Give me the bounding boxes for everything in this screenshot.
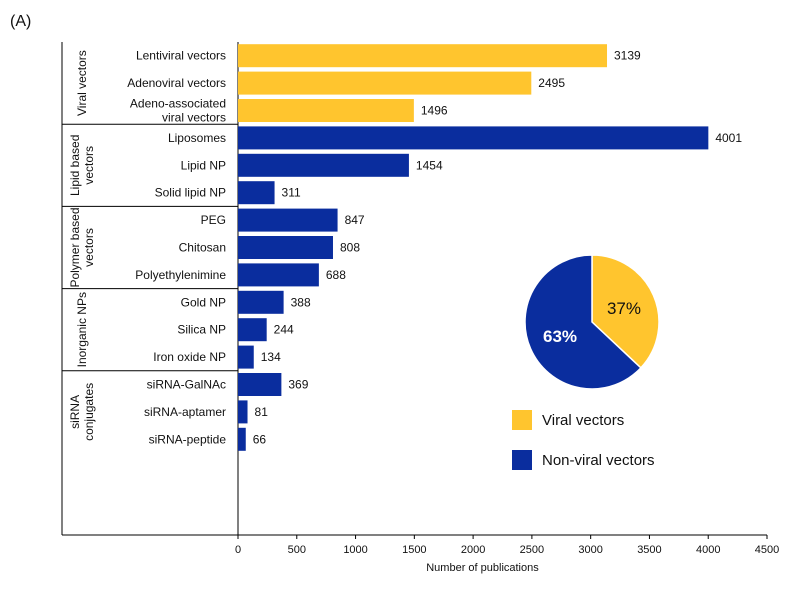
category-label: siRNA-peptide [149, 432, 227, 446]
bar-gold-np [238, 290, 284, 314]
value-label: 3139 [614, 49, 641, 63]
pie-slice-non-viral-vectors [524, 254, 642, 390]
value-label: 66 [253, 432, 267, 446]
x-tick-label: 1000 [343, 544, 367, 556]
group-label: Polymer basedvectors [68, 207, 96, 287]
category-label: siRNA-GalNAc [147, 378, 226, 392]
legend-swatch-viral-vectors [512, 410, 532, 430]
category-label: Solid lipid NP [155, 186, 226, 200]
x-tick-label: 3500 [637, 544, 661, 556]
pie-chart: 37% 63% [524, 254, 660, 390]
value-label: 2495 [538, 76, 565, 90]
pie-slice-label: 37% [607, 299, 641, 318]
x-tick-label: 4500 [755, 544, 779, 556]
category-label: Chitosan [179, 241, 226, 255]
bar-lipid-np [238, 153, 409, 177]
category-label: Gold NP [181, 295, 226, 309]
x-tick-label: 500 [288, 544, 306, 556]
legend-label: Non-viral vectors [542, 452, 655, 469]
category-label: Adeno-associated viral vectors [130, 97, 226, 125]
category-label: Lentiviral vectors [136, 49, 226, 63]
bar-lentiviral-vectors [238, 44, 608, 68]
pie-slice-viral-vectors [591, 254, 660, 369]
value-label: 311 [282, 186, 301, 200]
group-label: Viral vectors [75, 50, 89, 116]
value-label: 81 [255, 405, 269, 419]
category-label: siRNA-aptamer [144, 405, 226, 419]
bar-polyethylenimine [238, 263, 319, 287]
category-label: Iron oxide NP [153, 350, 226, 364]
bar-peg [238, 208, 338, 232]
x-tick-label: 0 [235, 544, 241, 556]
bar-adenoviral-vectors [238, 71, 532, 95]
category-label: Polyethylenimine [135, 268, 226, 282]
category-label: PEG [201, 213, 226, 227]
value-label: 4001 [715, 131, 742, 145]
group-lipid-based-vectors: Lipid basedvectors Liposomes 4001 Lipid NP 1… [62, 123, 742, 205]
category-label: Adenoviral vectors [127, 76, 226, 90]
value-label: 688 [326, 268, 346, 282]
group-viral-vectors: Viral vectors Lentiviral vectors 3139 Adeno… [75, 44, 641, 125]
panel-label: (A) [10, 13, 31, 30]
group-inorganic-nps: Inorganic NPs Gold NP 388 Silica NP 244 Iron … [62, 288, 311, 369]
group-sirna-conjugates: siRNAconjugates siRNA-GalNAc 369 siRNA-apta… [62, 370, 309, 451]
category-label: Silica NP [177, 323, 226, 337]
value-label: 369 [288, 378, 308, 392]
value-label: 134 [261, 350, 281, 364]
pie-slice-label: 63% [543, 327, 577, 346]
group-label: Inorganic NPs [75, 292, 89, 367]
x-tick-label: 2500 [520, 544, 544, 556]
legend: Viral vectors Non-viral vectors [512, 410, 655, 470]
group-label: Lipid basedvectors [68, 135, 96, 196]
x-tick-label: 4000 [696, 544, 720, 556]
value-label: 388 [291, 295, 311, 309]
value-label: 1454 [416, 158, 443, 172]
bar-sirna-peptide [238, 427, 246, 451]
value-label: 808 [340, 241, 360, 255]
group-label: siRNAconjugates [68, 383, 96, 441]
x-axis-title: Number of publications [426, 562, 539, 574]
bar-adeno-associated-viral-vectors [238, 99, 414, 122]
bar-iron-oxide-np [238, 345, 254, 369]
bar-sirna-galnac [238, 373, 282, 396]
x-tick-label: 1500 [402, 544, 426, 556]
value-label: 847 [345, 213, 365, 227]
bar-liposomes [238, 126, 709, 150]
legend-label: Viral vectors [542, 412, 624, 429]
value-label: 244 [274, 323, 294, 337]
category-label: Lipid NP [181, 158, 226, 172]
bar-sirna-aptamer [238, 400, 248, 424]
legend-swatch-non-viral-vectors [512, 450, 532, 470]
bar-solid-lipid-np [238, 181, 275, 205]
x-tick-label: 2000 [461, 544, 485, 556]
category-label: Liposomes [168, 131, 226, 145]
bar-silica-np [238, 318, 267, 342]
x-tick-label: 3000 [578, 544, 602, 556]
bar-chitosan [238, 236, 333, 259]
bar-chart: 0 500 1000 1500 2000 2500 3000 3500 4000 4500 Numb… [61, 42, 779, 574]
group-polymer-based-vectors: Polymer basedvectors PEG 847 Chitosan 808 Pol… [62, 205, 365, 288]
value-label: 1496 [421, 104, 448, 118]
